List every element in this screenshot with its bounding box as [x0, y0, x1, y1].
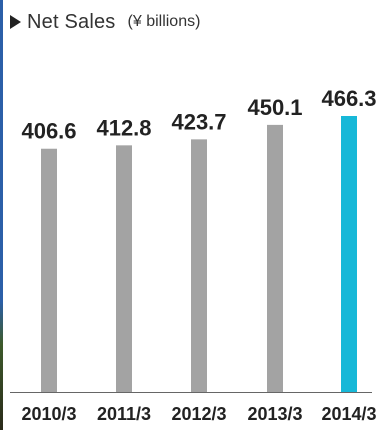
- category-label: 2013/3: [247, 404, 302, 424]
- value-label: 466.3: [321, 86, 376, 111]
- bar-2011-3: [116, 145, 132, 392]
- chart-title: Net Sales: [27, 10, 116, 33]
- category-label: 2014/3: [321, 404, 376, 424]
- value-label: 450.1: [247, 95, 302, 120]
- bar-2010-3: [41, 148, 57, 392]
- bar-2014-3: [341, 116, 357, 392]
- play-triangle-icon: [10, 15, 21, 29]
- category-label: 2010/3: [21, 404, 76, 424]
- left-edge-strip: [0, 0, 3, 430]
- bar-2012-3: [191, 139, 207, 392]
- bar-2013-3: [267, 124, 283, 392]
- value-label: 423.7: [171, 109, 226, 134]
- chart-title-row: Net Sales (¥ billions): [10, 8, 200, 36]
- category-label: 2012/3: [171, 404, 226, 424]
- value-label: 406.6: [21, 119, 76, 144]
- chart-subtitle: (¥ billions): [127, 13, 201, 30]
- category-label: 2011/3: [97, 404, 151, 424]
- value-label: 412.8: [96, 115, 151, 140]
